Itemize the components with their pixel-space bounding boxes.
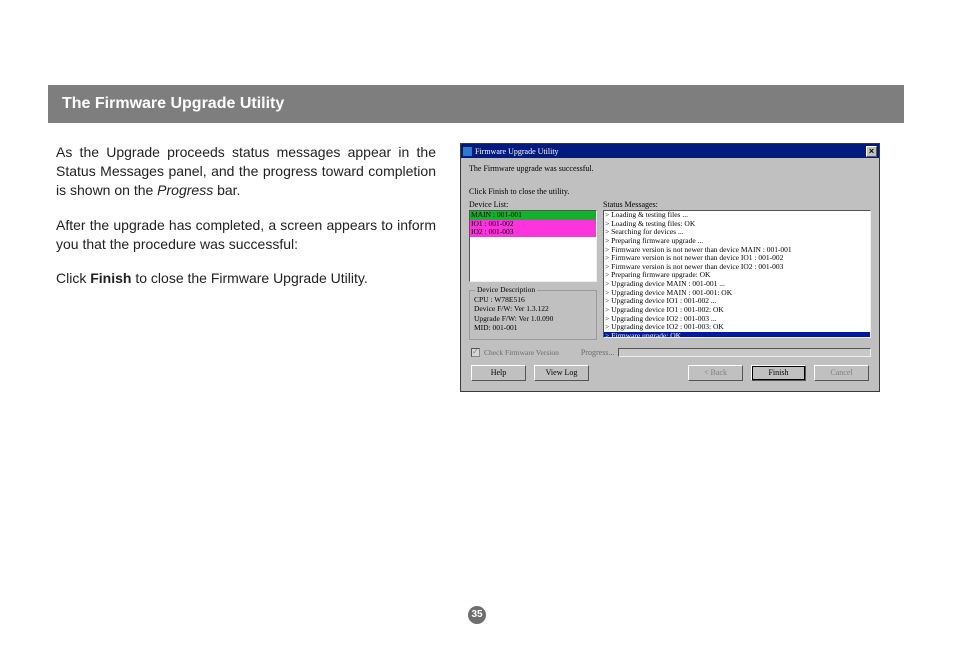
help-button[interactable]: Help	[471, 365, 526, 381]
device-description-box: Device Description CPU : W78E516 Device …	[469, 290, 597, 340]
status-list-label: Status Messages:	[603, 200, 871, 209]
paragraph-3: Click Finish to close the Firmware Upgra…	[56, 269, 436, 288]
p1-b: bar.	[213, 182, 240, 198]
status-list-item: > Firmware upgrade: OK	[604, 332, 870, 338]
view-log-button[interactable]: View Log	[534, 365, 589, 381]
window-titlebar: Firmware Upgrade Utility ×	[461, 144, 879, 158]
desc-upgrade-fw: Upgrade F/W: Ver 1.0.090	[474, 314, 592, 323]
lists-row: Device List: MAIN : 001-001IO1 : 001-002…	[469, 200, 871, 340]
window-title: Firmware Upgrade Utility	[475, 147, 866, 156]
device-list[interactable]: MAIN : 001-001IO1 : 001-002IO2 : 001-003	[469, 210, 597, 282]
page-number: 35	[468, 606, 486, 624]
status-messages-list[interactable]: > Loading & testing files ...> Loading &…	[603, 210, 871, 338]
section-title: The Firmware Upgrade Utility	[62, 95, 284, 112]
check-firmware-label: Check Firmware Version	[484, 348, 559, 357]
device-column: Device List: MAIN : 001-001IO1 : 001-002…	[469, 200, 597, 340]
p3-a: Click	[56, 270, 90, 286]
device-list-label: Device List:	[469, 200, 597, 209]
progress-bar	[618, 348, 871, 357]
back-button: < Back	[688, 365, 743, 381]
progress-area: Progress...	[581, 348, 871, 357]
paragraph-1: As the Upgrade proceeds status messages …	[56, 143, 436, 200]
close-icon[interactable]: ×	[866, 146, 877, 157]
device-description-legend: Device Description	[475, 285, 537, 294]
cancel-button: Cancel	[814, 365, 869, 381]
desc-device-fw: Device F/W: Ver 1.3.122	[474, 304, 592, 313]
paragraph-2: After the upgrade has completed, a scree…	[56, 216, 436, 254]
progress-label: Progress...	[581, 348, 615, 357]
p1-a: As the Upgrade proceeds status messages …	[56, 144, 436, 198]
app-icon	[463, 147, 472, 156]
firmware-upgrade-window: Firmware Upgrade Utility × The Firmware …	[460, 143, 880, 392]
instruction-text: As the Upgrade proceeds status messages …	[56, 143, 436, 304]
success-message: The Firmware upgrade was successful.	[469, 164, 871, 173]
p1-progress-word: Progress	[157, 182, 213, 198]
desc-cpu: CPU : W78E516	[474, 295, 592, 304]
instruction-line: Click Finish to close the utility.	[469, 187, 871, 196]
check-version-row: Check Firmware Version Progress...	[469, 348, 871, 357]
finish-button[interactable]: Finish	[751, 365, 806, 381]
section-header: The Firmware Upgrade Utility	[48, 85, 904, 123]
status-column: Status Messages: > Loading & testing fil…	[603, 200, 871, 338]
button-row: Help View Log < Back Finish Cancel	[469, 365, 871, 383]
check-firmware-checkbox	[471, 348, 480, 357]
desc-mid: MID: 001-001	[474, 323, 592, 332]
device-list-item[interactable]: IO2 : 001-003	[470, 228, 596, 237]
p3-finish-word: Finish	[90, 270, 131, 286]
window-body: The Firmware upgrade was successful. Cli…	[461, 158, 879, 391]
p3-b: to close the Firmware Upgrade Utility.	[131, 270, 367, 286]
